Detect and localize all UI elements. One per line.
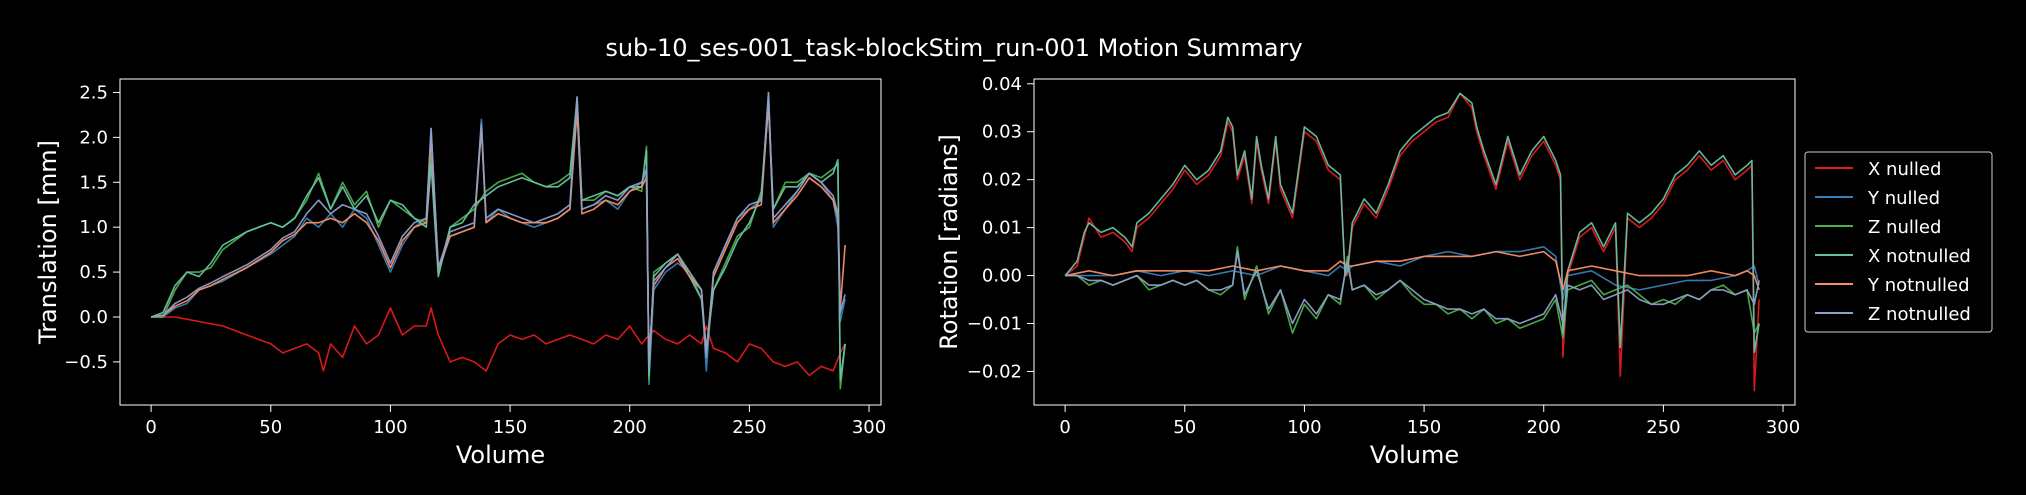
translation-series-z-notnulled	[150, 91, 846, 368]
rotation-series-y-notnulled	[1064, 250, 1760, 291]
rotation-series-group	[1064, 92, 1760, 392]
translation-xlabel: Volume	[456, 441, 545, 469]
rotation-xtick-label-100: 100	[1287, 417, 1321, 438]
rotation-xtick-label-200: 200	[1527, 417, 1561, 438]
translation-series-x-notnulled	[150, 100, 846, 381]
rotation-ytick-label-2: 0.00	[982, 266, 1022, 287]
translation-plot-area	[119, 78, 882, 406]
translation-ytick-label-2: 0.5	[79, 262, 108, 283]
legend-entry-z-nulled: Z nulled	[1815, 217, 1941, 238]
rotation-xtick-label-0: 0	[1059, 417, 1070, 438]
rotation-ytick-label-5: 0.03	[982, 122, 1022, 143]
rotation-xtick-label-50: 50	[1173, 417, 1196, 438]
translation-ytick-label-6: 2.5	[79, 82, 108, 103]
legend-entry-z-notnulled: Z notnulled	[1815, 304, 1971, 325]
legend-label-x-nulled: X nulled	[1868, 159, 1941, 180]
translation-ytick-label-5: 2.0	[79, 127, 108, 148]
rotation-series-x-notnulled	[1064, 92, 1760, 354]
translation-series-x-nulled	[151, 307, 846, 377]
rotation-xlabel: Volume	[1370, 441, 1459, 469]
legend-label-y-notnulled: Y notnulled	[1867, 275, 1970, 296]
translation-series-group	[150, 91, 846, 390]
rotation-ylabel: Rotation [radians]	[935, 134, 963, 350]
translation-xtick-label-150: 150	[493, 417, 527, 438]
rotation-xtick-label-300: 300	[1766, 417, 1800, 438]
translation-xtick-label-0: 0	[145, 417, 156, 438]
rotation-series-y-nulled	[1065, 246, 1760, 301]
legend-entry-x-nulled: X nulled	[1815, 159, 1941, 180]
rotation-series-z-notnulled	[1065, 250, 1760, 325]
translation-panel: 0 50 100 150 200 250 300 −0.5 0.0 0.5 1.0 1.5 2.0 2.5…	[34, 78, 886, 469]
rotation-xtick-label-150: 150	[1407, 417, 1441, 438]
rotation-xtick-label-250: 250	[1646, 417, 1680, 438]
rotation-series-x-nulled	[1064, 92, 1760, 392]
rotation-plot-area	[1033, 78, 1796, 406]
rotation-panel: 0 50 100 150 200 250 300 −0.02 −0.01 0.00 0.01 0.02…	[935, 74, 1800, 469]
translation-ytick-label-0: −0.5	[64, 352, 108, 373]
translation-ylabel: Translation [mm]	[34, 140, 62, 345]
legend-label-z-notnulled: Z notnulled	[1868, 304, 1971, 325]
rotation-ytick-label-1: −0.01	[967, 314, 1022, 335]
translation-ytick-label-4: 1.5	[79, 172, 108, 193]
legend: X nulled Y nulled Z nulled X notnulled Y…	[1804, 151, 1993, 333]
rotation-ytick-label-6: 0.04	[982, 74, 1022, 95]
translation-xtick-label-300: 300	[852, 417, 886, 438]
legend-entry-y-nulled: Y nulled	[1815, 188, 1940, 209]
translation-xtick-label-200: 200	[613, 417, 647, 438]
translation-ytick-label-1: 0.0	[79, 307, 108, 328]
rotation-ytick-label-3: 0.01	[982, 218, 1022, 239]
legend-label-z-nulled: Z nulled	[1868, 217, 1941, 238]
translation-xtick-label-50: 50	[259, 417, 282, 438]
rotation-ytick-label-0: −0.02	[967, 361, 1022, 382]
translation-series-y-notnulled	[150, 100, 846, 363]
figure-title: sub-10_ses-001_task-blockStim_run-001 Mo…	[605, 34, 1302, 62]
rotation-ytick-label-4: 0.02	[982, 170, 1022, 191]
legend-entry-x-notnulled: X notnulled	[1815, 246, 1971, 267]
legend-entry-y-notnulled: Y notnulled	[1815, 275, 1970, 296]
legend-label-y-nulled: Y nulled	[1867, 188, 1940, 209]
legend-label-x-notnulled: X notnulled	[1868, 246, 1971, 267]
translation-ytick-label-3: 1.0	[79, 217, 108, 238]
translation-xtick-label-100: 100	[373, 417, 407, 438]
translation-xtick-label-250: 250	[732, 417, 766, 438]
